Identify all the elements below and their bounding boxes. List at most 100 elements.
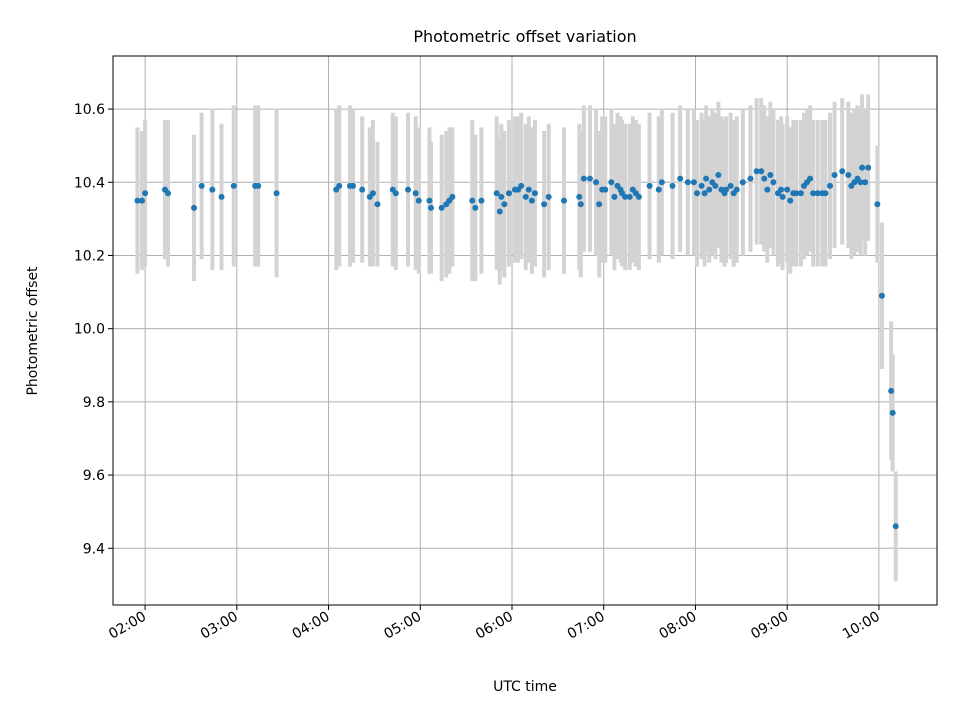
data-point	[412, 190, 419, 197]
data-point	[733, 186, 740, 193]
data-point	[198, 182, 205, 189]
data-point	[230, 182, 237, 189]
data-points	[134, 164, 899, 530]
data-point	[359, 186, 366, 193]
data-point	[889, 409, 896, 416]
data-point	[493, 190, 500, 197]
data-point	[793, 190, 800, 197]
data-point	[810, 190, 817, 197]
data-point	[758, 168, 765, 175]
data-point	[580, 175, 587, 182]
data-point	[438, 204, 445, 211]
data-point	[611, 193, 618, 200]
y-tick-label: 10.6	[74, 102, 105, 118]
data-point	[478, 197, 485, 204]
data-point	[142, 190, 149, 197]
data-point	[767, 171, 774, 178]
data-point	[593, 179, 600, 186]
data-point	[779, 193, 786, 200]
data-point	[501, 201, 508, 208]
data-point	[703, 175, 710, 182]
data-point	[814, 190, 821, 197]
data-point	[209, 186, 216, 193]
y-axis-ticks: 9.4 9.6 9.8 10.0 10.2 10.4 10.6	[74, 102, 113, 557]
data-point	[715, 171, 722, 178]
data-point	[426, 197, 433, 204]
data-point	[831, 171, 838, 178]
data-point	[449, 193, 456, 200]
data-point	[701, 190, 708, 197]
data-point	[415, 197, 422, 204]
data-point	[862, 179, 869, 186]
data-point	[690, 179, 697, 186]
data-point	[787, 197, 794, 204]
data-point	[770, 179, 777, 186]
data-point	[797, 190, 804, 197]
data-point	[218, 193, 225, 200]
x-axis-label: UTC time	[493, 679, 557, 695]
y-tick-label: 9.4	[83, 541, 105, 557]
data-point	[525, 186, 532, 193]
data-point	[191, 204, 198, 211]
data-point	[350, 182, 357, 189]
plot-area-frame	[112, 55, 938, 606]
data-point	[505, 190, 512, 197]
data-point	[655, 186, 662, 193]
data-point	[626, 193, 633, 200]
data-point	[139, 197, 146, 204]
data-point	[857, 179, 864, 186]
data-point	[669, 182, 676, 189]
data-point	[646, 182, 653, 189]
data-point	[635, 193, 642, 200]
data-point	[658, 179, 665, 186]
data-point	[698, 182, 705, 189]
data-point	[528, 197, 535, 204]
data-point	[255, 182, 262, 189]
data-point	[753, 168, 760, 175]
data-point	[874, 201, 881, 208]
data-point	[826, 182, 833, 189]
y-tick-label: 10.2	[74, 248, 105, 264]
data-point	[392, 190, 399, 197]
data-point	[608, 179, 615, 186]
data-point	[778, 186, 785, 193]
data-point	[374, 201, 381, 208]
data-point	[727, 182, 734, 189]
data-point	[596, 201, 603, 208]
data-point	[427, 204, 434, 211]
data-point	[405, 186, 412, 193]
data-point	[496, 208, 503, 215]
data-point	[845, 171, 852, 178]
data-point	[545, 193, 552, 200]
data-point	[369, 190, 376, 197]
data-point	[712, 182, 719, 189]
data-point	[336, 182, 343, 189]
y-tick-label: 9.8	[83, 395, 105, 411]
data-point	[531, 190, 538, 197]
data-point	[892, 523, 899, 530]
data-point	[807, 175, 814, 182]
data-point	[602, 186, 609, 193]
data-point	[472, 204, 479, 211]
data-point	[764, 186, 771, 193]
data-point	[739, 179, 746, 186]
data-point	[706, 186, 713, 193]
y-tick-label: 9.6	[83, 468, 105, 484]
data-point	[684, 179, 691, 186]
data-point	[522, 193, 529, 200]
data-point	[586, 175, 593, 182]
data-point	[576, 193, 583, 200]
data-point	[541, 201, 548, 208]
data-point	[839, 168, 846, 175]
data-point	[761, 175, 768, 182]
data-point	[622, 193, 629, 200]
data-point	[859, 164, 866, 171]
data-point	[747, 175, 754, 182]
data-point	[577, 201, 584, 208]
data-point	[560, 197, 567, 204]
data-point	[822, 190, 829, 197]
y-tick-label: 10.4	[74, 175, 105, 191]
data-point	[784, 186, 791, 193]
